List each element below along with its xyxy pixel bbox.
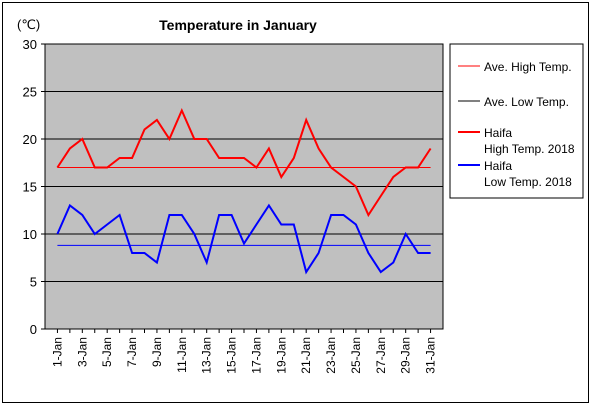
x-tick-label-21-Jan: 21-Jan <box>299 337 313 374</box>
x-tick-label-1-Jan: 1-Jan <box>50 337 64 367</box>
x-tick-label-19-Jan: 19-Jan <box>274 337 288 374</box>
x-tick-label-23-Jan: 23-Jan <box>324 337 338 374</box>
series-line-3 <box>56 203 431 275</box>
temperature-chart: Temperature in January (℃) 0 5 10 15 20 25 30 1… <box>17 17 584 374</box>
legend-label-2-1: High Temp. 2018 <box>484 142 575 156</box>
y-tick-label-20: 20 <box>23 132 37 147</box>
plot-area: 0 5 10 15 20 25 30 1-Jan 3-Jan 5-Jan 7-Jan 9-Jan 11-… <box>23 37 444 374</box>
chart-title: Temperature in January <box>159 17 317 33</box>
legend-box <box>449 43 584 199</box>
x-tick-label-7-Jan: 7-Jan <box>125 337 139 367</box>
y-tick-label-25: 25 <box>23 85 37 100</box>
legend-label-0-0: Ave. High Temp. <box>484 60 572 74</box>
x-tick-label-11-Jan: 11-Jan <box>175 337 189 373</box>
y-tick-label-5: 5 <box>30 275 37 290</box>
y-tick-label-15: 15 <box>23 180 37 195</box>
legend: Ave. High Temp. Ave. Low Temp. Haifa High T… <box>449 43 584 199</box>
x-tick-label-27-Jan: 27-Jan <box>374 337 388 374</box>
x-tick-label-29-Jan: 29-Jan <box>399 337 413 374</box>
x-tick-label-17-Jan: 17-Jan <box>249 337 263 374</box>
y-tick-label-10: 10 <box>23 227 37 242</box>
y-tick-label-0: 0 <box>30 322 37 337</box>
x-tick-label-31-Jan: 31-Jan <box>424 337 438 374</box>
x-tick-label-25-Jan: 25-Jan <box>349 337 363 374</box>
chart-frame: Temperature in January (℃) 0 5 10 15 20 25 30 1… <box>2 2 589 403</box>
x-tick-label-3-Jan: 3-Jan <box>75 337 89 367</box>
y-unit-label: (℃) <box>17 17 40 32</box>
legend-label-2-0: Haifa <box>484 126 512 140</box>
legend-label-1-0: Ave. Low Temp. <box>484 95 569 109</box>
legend-label-3-0: Haifa <box>484 159 512 173</box>
x-tick-label-15-Jan: 15-Jan <box>225 337 239 374</box>
x-tick-label-5-Jan: 5-Jan <box>100 337 114 367</box>
x-tick-label-9-Jan: 9-Jan <box>150 337 164 367</box>
series-line-2 <box>56 108 432 218</box>
legend-label-3-1: Low Temp. 2018 <box>484 175 572 189</box>
x-tick-label-13-Jan: 13-Jan <box>200 337 214 374</box>
y-tick-label-30: 30 <box>23 37 37 52</box>
